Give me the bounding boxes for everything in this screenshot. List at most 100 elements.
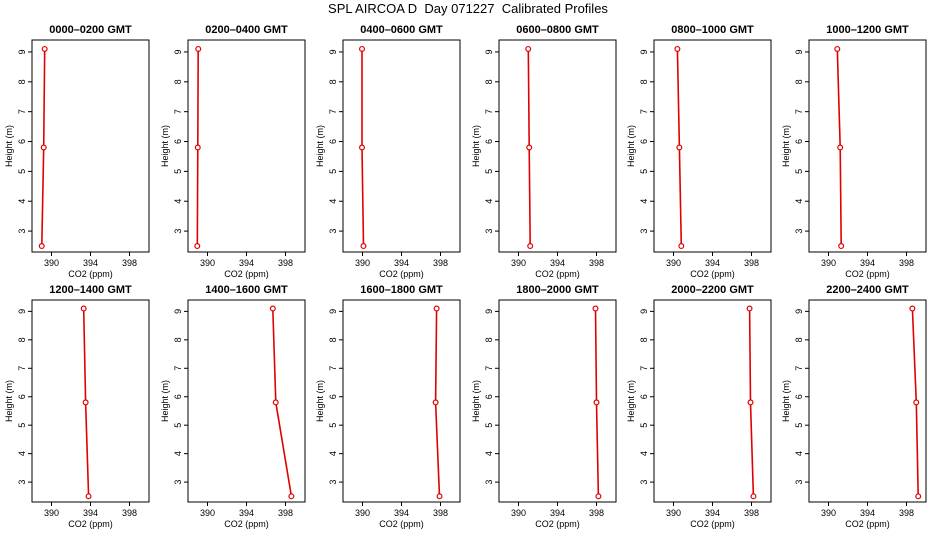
data-point [593,399,600,406]
x-tick-label: 394 [860,258,875,268]
x-tick-label: 390 [200,258,215,268]
x-tick-label: 394 [394,258,409,268]
y-tick-label: 4 [17,199,27,204]
panel-2: 0400–0600 GMT 390 394 398 3 4 5 6 7 8 9 CO2 (ppm) He… [315,24,461,279]
x-tick-label: 394 [239,508,254,518]
y-axis-label: Height (m) [160,380,170,422]
data-point [82,399,89,406]
x-tick-label: 390 [821,258,836,268]
x-tick-label: 394 [83,508,98,518]
y-tick-label: 8 [173,79,183,84]
x-tick-label: 398 [122,258,137,268]
y-tick-label: 8 [794,79,804,84]
y-tick-label: 5 [794,423,804,428]
y-tick-label: 3 [173,229,183,234]
panel-title: 0000–0200 GMT [49,24,132,36]
x-axis-label: CO2 (ppm) [68,269,113,279]
panel-title: 1200–1400 GMT [49,284,132,296]
y-tick-label: 8 [484,79,494,84]
y-tick-label: 3 [484,229,494,234]
y-tick-label: 9 [639,309,649,314]
y-tick-label: 6 [17,139,27,144]
panel-title: 1400–1600 GMT [205,284,288,296]
data-point [525,45,532,52]
y-axis-label: Height (m) [315,125,325,167]
y-tick-label: 5 [173,423,183,428]
panel-5: 1000–1200 GMT 390 394 398 3 4 5 6 7 8 9 CO2 (ppm) He… [781,24,927,279]
y-tick-label: 7 [794,366,804,371]
data-point [838,243,845,250]
y-tick-label: 7 [173,366,183,371]
y-tick-label: 5 [17,423,27,428]
x-tick-label: 398 [278,258,293,268]
plot-frame [808,39,927,253]
x-tick-label: 398 [744,258,759,268]
plot-frame [653,39,772,253]
y-tick-label: 8 [639,337,649,342]
data-point [913,399,920,406]
x-tick-label: 398 [744,508,759,518]
data-point [909,305,916,312]
x-tick-label: 398 [899,258,914,268]
x-axis-label: CO2 (ppm) [535,519,580,529]
y-tick-label: 3 [17,480,27,485]
y-tick-label: 8 [17,337,27,342]
y-tick-label: 7 [484,366,494,371]
y-tick-label: 9 [173,49,183,54]
y-tick-label: 6 [328,139,338,144]
x-axis-label: CO2 (ppm) [68,519,113,529]
panel-0: 0000–0200 GMT 390 394 398 3 4 5 6 7 8 9 CO2 (ppm) He… [4,24,150,279]
y-axis-label: Height (m) [4,380,14,422]
y-tick-label: 4 [794,451,804,456]
data-point [194,243,201,250]
x-tick-label: 394 [550,508,565,518]
panel-7: 1400–1600 GMT 390 394 398 3 4 5 6 7 8 9 CO2 (ppm) He… [160,284,306,529]
data-point [746,305,753,312]
data-point [433,305,440,312]
y-tick-label: 6 [484,139,494,144]
data-point [195,45,202,52]
page-title: SPL AIRCOA D Day 071227 Calibrated Profi… [328,1,608,16]
panel-title: 2200–2400 GMT [826,284,909,296]
panel-11: 2200–2400 GMT 390 394 398 3 4 5 6 7 8 9 CO2 (ppm) He… [781,284,927,529]
y-tick-label: 7 [484,109,494,114]
data-point [747,399,754,406]
panel-6: 1200–1400 GMT 390 394 398 3 4 5 6 7 8 9 CO2 (ppm) He… [4,284,150,529]
x-tick-label: 390 [355,258,370,268]
data-point [360,243,367,250]
y-tick-label: 9 [17,309,27,314]
y-tick-label: 3 [328,229,338,234]
data-point [272,399,279,406]
plot-frame [342,299,461,503]
y-tick-label: 3 [794,229,804,234]
panel-title: 2000–2200 GMT [671,284,754,296]
data-point [194,144,201,151]
plot-frame [498,39,617,253]
data-point [40,144,47,151]
x-tick-label: 398 [899,508,914,518]
y-tick-label: 3 [484,480,494,485]
x-axis-label: CO2 (ppm) [690,269,735,279]
y-tick-label: 9 [328,49,338,54]
y-tick-label: 5 [328,423,338,428]
y-tick-label: 9 [173,309,183,314]
y-tick-label: 6 [794,139,804,144]
y-axis-label: Height (m) [626,380,636,422]
x-axis-label: CO2 (ppm) [845,269,890,279]
data-point [527,243,534,250]
x-tick-label: 390 [821,508,836,518]
panel-9: 1800–2000 GMT 390 394 398 3 4 5 6 7 8 9 CO2 (ppm) He… [471,284,617,529]
panel-title: 1600–1800 GMT [360,284,443,296]
plot-frame [653,299,772,503]
y-tick-label: 8 [484,337,494,342]
data-point [834,45,841,52]
data-point [359,144,366,151]
data-point [85,493,92,500]
plot-frame [187,39,306,253]
panel-title: 0400–0600 GMT [360,24,443,36]
data-point [595,493,602,500]
y-tick-label: 7 [639,366,649,371]
x-tick-label: 398 [433,258,448,268]
y-axis-label: Height (m) [471,380,481,422]
y-tick-label: 8 [639,79,649,84]
